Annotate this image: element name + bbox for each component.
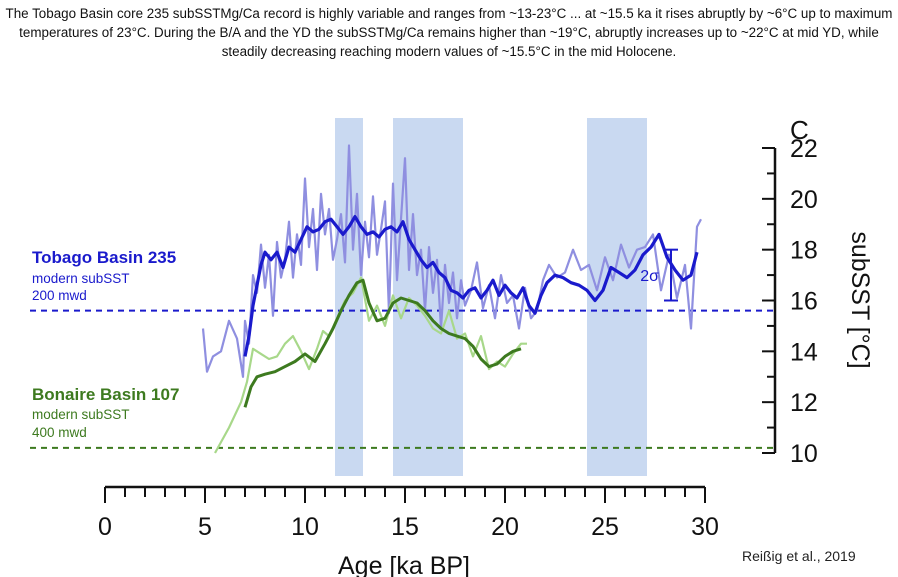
bonaire-label: Bonaire Basin 107 [32, 385, 179, 404]
tobago-modern-label: modern subSST [32, 271, 130, 286]
y-axis-label: subSST [°C] [846, 231, 874, 368]
bonaire-modern-label: modern subSST [32, 407, 130, 422]
x-axis: 0 5 10 15 20 25 30 [98, 485, 719, 541]
y-tick-label: 20 [790, 186, 818, 214]
data-series [201, 144, 702, 454]
x-tick-label: 15 [391, 513, 419, 541]
x-tick-label: 0 [98, 513, 112, 541]
series-line-0 [201, 144, 702, 378]
panel-label: C [790, 115, 809, 145]
x-tick-label: 10 [291, 513, 319, 541]
series-line-3 [243, 278, 522, 408]
y-tick-label: 14 [790, 338, 818, 366]
shaded-intervals [335, 118, 647, 476]
figure-caption: The Tobago Basin core 235 subSSTMg/Ca re… [5, 6, 893, 59]
x-tick-label: 5 [198, 513, 212, 541]
x-tick-label: 30 [691, 513, 719, 541]
y-tick-label: 22 [790, 135, 818, 163]
credit: Reißig et al., 2019 [742, 548, 856, 564]
y-tick-label: 12 [790, 389, 818, 417]
y-tick-label: 16 [790, 288, 818, 316]
error-bar-label: 2σ [640, 268, 659, 285]
y-axis: 10 12 14 16 18 20 22 [762, 135, 818, 468]
y-tick-label: 18 [790, 237, 818, 265]
series-line-1 [243, 215, 699, 357]
y-tick-label: 10 [790, 440, 818, 468]
bonaire-depth-label: 400 mwd [32, 425, 87, 440]
modern-reference-lines [30, 309, 775, 449]
x-tick-label: 20 [491, 513, 519, 541]
x-axis-label: Age [ka BP] [338, 552, 470, 577]
tobago-depth-label: 200 mwd [32, 288, 87, 303]
tobago-label: Tobago Basin 235 [32, 248, 176, 267]
x-tick-label: 25 [591, 513, 619, 541]
error-bar: 2σ [640, 248, 678, 302]
